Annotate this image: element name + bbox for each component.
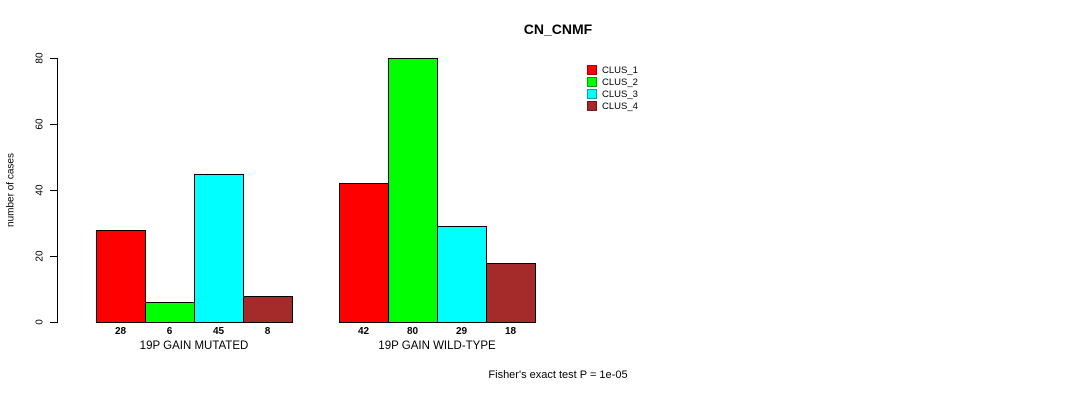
y-tick-mark (50, 322, 58, 323)
group-label-1: 19P GAIN MUTATED (139, 340, 249, 352)
bar-clus_1-group2 (339, 183, 389, 323)
y-axis-label: number of cases (5, 153, 17, 227)
legend-row-clus_1: CLUS_1 (587, 64, 638, 76)
y-tick-label: 20 (34, 250, 46, 262)
chart-title: CN_CNMF (523, 21, 593, 37)
legend: CLUS_1 CLUS_2 CLUS_3 CLUS_4 (587, 64, 638, 112)
bar-clus_3-group2 (437, 226, 487, 323)
bar-value-label: 6 (166, 326, 173, 337)
legend-label: CLUS_2 (602, 76, 638, 88)
bar-clus_3-group1 (194, 173, 244, 323)
y-tick-mark (50, 58, 58, 59)
bar-clus_2-group1 (145, 302, 195, 323)
legend-swatch-icon (587, 89, 597, 99)
bar-clus_4-group1 (243, 295, 293, 323)
legend-row-clus_4: CLUS_4 (587, 100, 638, 112)
legend-row-clus_2: CLUS_2 (587, 76, 638, 88)
legend-swatch-icon (587, 65, 597, 75)
y-tick-label: 40 (34, 184, 46, 196)
bar-value-label: 45 (212, 326, 225, 337)
legend-swatch-icon (587, 77, 597, 87)
bar-value-label: 18 (504, 326, 517, 337)
legend-label: CLUS_3 (602, 88, 638, 100)
bar-value-label: 8 (264, 326, 271, 337)
group-label-2: 19P GAIN WILD-TYPE (378, 340, 496, 352)
legend-label: CLUS_1 (602, 64, 638, 76)
bar-clus_4-group2 (486, 262, 536, 323)
y-tick-mark (50, 256, 58, 257)
bar-value-label: 28 (114, 326, 127, 337)
y-tick-mark (50, 190, 58, 191)
bar-value-label: 80 (406, 326, 419, 337)
bar-value-label: 29 (455, 326, 468, 337)
legend-label: CLUS_4 (602, 100, 638, 112)
footer-annotation: Fisher's exact test P = 1e-05 (488, 369, 628, 381)
y-tick-label: 0 (34, 319, 46, 325)
y-tick-mark (50, 124, 58, 125)
bar-clus_2-group2 (388, 58, 438, 323)
bar-clus_1-group1 (96, 229, 146, 323)
bar-value-label: 42 (357, 326, 370, 337)
legend-swatch-icon (587, 101, 597, 111)
y-tick-label: 60 (34, 118, 46, 130)
legend-row-clus_3: CLUS_3 (587, 88, 638, 100)
y-tick-label: 80 (34, 52, 46, 64)
